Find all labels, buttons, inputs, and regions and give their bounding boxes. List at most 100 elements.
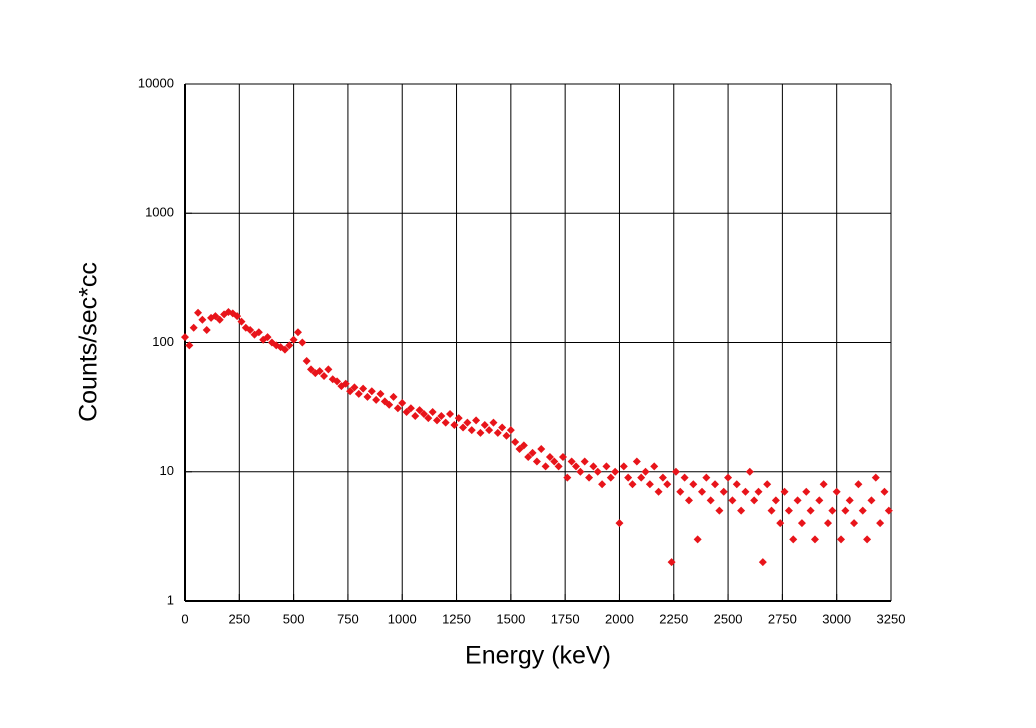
data-point xyxy=(446,409,455,418)
data-point xyxy=(676,487,685,496)
data-point xyxy=(854,480,863,489)
data-point xyxy=(711,480,720,489)
data-point xyxy=(476,428,485,437)
data-point xyxy=(750,496,759,505)
data-point xyxy=(576,467,585,476)
data-point xyxy=(793,496,802,505)
y-axis-title: Counts/sec*cc xyxy=(75,262,103,422)
data-point xyxy=(194,308,203,317)
data-point xyxy=(832,487,841,496)
data-point xyxy=(285,341,294,350)
data-point xyxy=(406,404,415,413)
data-point xyxy=(485,426,494,435)
data-point xyxy=(233,312,242,321)
data-point xyxy=(698,487,707,496)
data-point xyxy=(428,407,437,416)
data-point xyxy=(215,315,224,324)
data-point xyxy=(367,387,376,396)
data-point xyxy=(502,431,511,440)
data-point xyxy=(806,506,815,515)
x-tick-label: 250 xyxy=(228,611,250,626)
data-point xyxy=(776,519,785,528)
data-point xyxy=(880,487,889,496)
data-point xyxy=(359,384,368,393)
data-point xyxy=(867,496,876,505)
data-point xyxy=(858,506,867,515)
data-point xyxy=(346,387,355,396)
data-point xyxy=(320,372,329,381)
data-point xyxy=(758,558,767,567)
data-point xyxy=(767,506,776,515)
data-point xyxy=(598,480,607,489)
data-point xyxy=(376,389,385,398)
data-point xyxy=(280,345,289,354)
data-point xyxy=(524,453,533,462)
data-point xyxy=(784,506,793,515)
data-point xyxy=(333,377,342,386)
data-point xyxy=(306,365,315,374)
data-point xyxy=(463,418,472,427)
data-point xyxy=(246,325,255,334)
data-point xyxy=(532,457,541,466)
data-point xyxy=(441,418,450,427)
data-point xyxy=(845,496,854,505)
data-point xyxy=(628,480,637,489)
data-point xyxy=(498,423,507,432)
x-tick-label: 1250 xyxy=(442,611,471,626)
data-point xyxy=(689,480,698,489)
data-point xyxy=(545,453,554,462)
data-point xyxy=(654,487,663,496)
data-point xyxy=(771,496,780,505)
data-point xyxy=(393,404,402,413)
data-point xyxy=(645,480,654,489)
data-point xyxy=(315,367,324,376)
data-point xyxy=(706,496,715,505)
x-tick-label: 2750 xyxy=(768,611,797,626)
data-point xyxy=(489,418,498,427)
data-point xyxy=(437,411,446,420)
data-point xyxy=(202,325,211,334)
data-point xyxy=(611,467,620,476)
data-point xyxy=(189,323,198,332)
data-point xyxy=(181,333,189,342)
data-point xyxy=(650,462,659,471)
data-point xyxy=(671,467,680,476)
data-point xyxy=(411,411,420,420)
data-point xyxy=(884,506,893,515)
data-point xyxy=(876,519,885,528)
data-point xyxy=(606,473,615,482)
data-point xyxy=(763,480,772,489)
data-point xyxy=(493,428,502,437)
data-point xyxy=(658,473,667,482)
data-point xyxy=(472,416,481,425)
data-point xyxy=(815,496,824,505)
x-tick-label: 2250 xyxy=(659,611,688,626)
data-point xyxy=(741,487,750,496)
data-point xyxy=(824,519,833,528)
data-point xyxy=(537,444,546,453)
data-point xyxy=(871,473,880,482)
y-tick-label: 100 xyxy=(152,334,174,349)
data-point xyxy=(789,535,798,544)
data-point xyxy=(624,473,633,482)
data-point xyxy=(802,487,811,496)
data-point xyxy=(585,473,594,482)
data-point xyxy=(324,365,333,374)
x-tick-label: 1500 xyxy=(496,611,525,626)
data-point xyxy=(185,341,194,350)
data-point xyxy=(432,416,441,425)
data-point xyxy=(563,473,572,482)
data-point xyxy=(528,448,537,457)
data-point xyxy=(415,406,424,415)
data-point xyxy=(263,333,272,342)
data-point xyxy=(602,462,611,471)
data-point xyxy=(424,414,433,423)
data-point xyxy=(828,506,837,515)
x-axis-title: Energy (keV) xyxy=(465,642,611,670)
data-point xyxy=(728,496,737,505)
data-point xyxy=(198,315,207,324)
data-point xyxy=(350,383,359,392)
y-tick-label: 1000 xyxy=(145,205,174,220)
data-point xyxy=(363,392,372,401)
